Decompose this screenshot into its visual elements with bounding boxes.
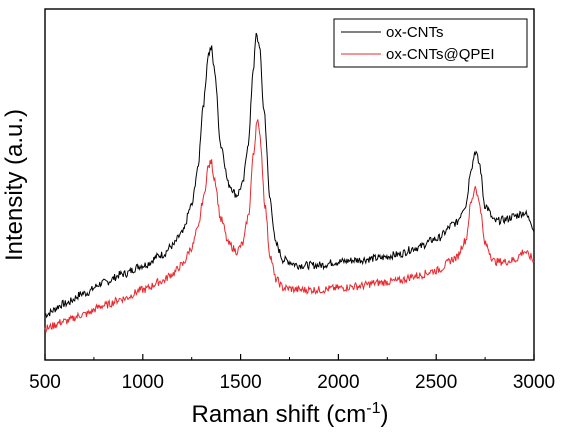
- x-axis-title-superscript: -1: [366, 400, 380, 417]
- series-line-0: [44, 32, 535, 319]
- x-axis-title-main: Raman shift (cm: [192, 401, 367, 428]
- x-axis-title-close: ): [380, 401, 388, 428]
- series-layer: [44, 32, 535, 334]
- legend: ox-CNTs ox-CNTs@QPEI: [333, 18, 528, 68]
- x-tick-label-1000: 1000: [122, 372, 164, 393]
- x-tick-label-1500: 1500: [219, 372, 261, 393]
- x-tick-label-2000: 2000: [317, 372, 359, 393]
- x-axis-title: Raman shift (cm-1): [192, 400, 389, 428]
- x-tick-label-3000: 3000: [513, 372, 555, 393]
- legend-label-ox-cnts: ox-CNTs: [386, 24, 444, 41]
- x-axis: 500 1000 1500 2000 2500 3000: [29, 354, 555, 393]
- series-line-1: [44, 119, 535, 334]
- legend-label-ox-cnts-qpei: ox-CNTs@QPEI: [386, 46, 495, 63]
- y-axis-title: Intensity (a.u.): [1, 109, 28, 261]
- x-tick-label-500: 500: [29, 372, 61, 393]
- x-tick-label-2500: 2500: [415, 372, 457, 393]
- legend-box: [333, 18, 528, 68]
